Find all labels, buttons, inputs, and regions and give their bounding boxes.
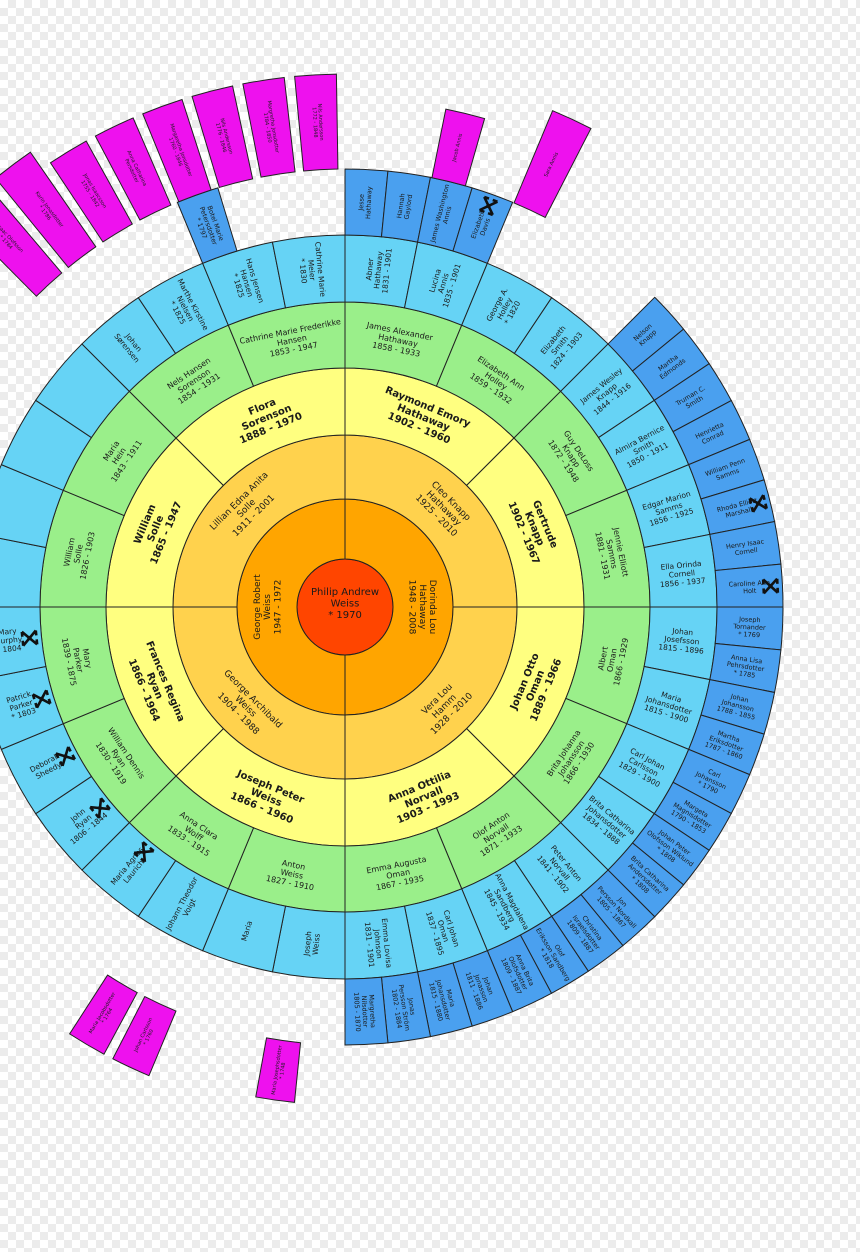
ribbon-icon bbox=[748, 494, 768, 513]
ancestor-name: Nilsdotter bbox=[360, 995, 370, 1027]
ancestor-name: * 1748 bbox=[279, 1062, 287, 1080]
ancestor-name: 1772 - 1848 bbox=[311, 107, 319, 138]
ancestor-segment bbox=[0, 151, 97, 269]
ancestor-dates: 1815 - 1896 bbox=[658, 642, 705, 655]
ancestor-name: Meier bbox=[306, 259, 317, 282]
ancestor-name: Weiss bbox=[311, 933, 322, 955]
ribbon-icons bbox=[20, 195, 780, 863]
ancestor-dates: 1856 - 1937 bbox=[660, 576, 707, 589]
ribbon-icon bbox=[31, 689, 52, 709]
ancestor-dates: * 1769 bbox=[738, 630, 760, 639]
ancestor-name: Hathaway bbox=[372, 250, 385, 289]
ancestor-name: Gaylord bbox=[403, 194, 415, 220]
ancestor-dates: * 1830 bbox=[297, 258, 308, 284]
ancestor-name: Philip Andrew bbox=[311, 587, 379, 598]
ancestor-name: Hathaway bbox=[364, 186, 374, 219]
ribbon-icon bbox=[54, 746, 77, 767]
ancestor-name: Margretha bbox=[367, 994, 377, 1028]
ancestor-name: Joseph bbox=[738, 615, 761, 624]
ancestor-name: Hathaway bbox=[417, 584, 427, 630]
ancestor-name: Weiss bbox=[263, 594, 273, 620]
ancestor-name: Hannah bbox=[395, 193, 407, 219]
ancestor-name: Johan bbox=[671, 626, 694, 637]
ribbon-icon bbox=[20, 629, 39, 647]
ancestor-rings bbox=[0, 73, 784, 1103]
ancestor-name: Josefsson bbox=[663, 634, 700, 647]
ancestor-name: Weiss bbox=[331, 599, 360, 610]
ancestor-dates: 1805 - 1870 bbox=[352, 992, 362, 1032]
ancestor-name: Joseph bbox=[302, 930, 314, 957]
ancestor-segment bbox=[0, 199, 63, 297]
ancestor-name: Holt bbox=[743, 587, 757, 596]
ancestor-segment bbox=[271, 234, 346, 309]
ancestor-segment bbox=[452, 187, 514, 264]
ancestor-name: Tornander bbox=[732, 622, 766, 632]
ancestor-dates: * 1804 bbox=[0, 643, 22, 654]
ancestor-name: Weiss bbox=[280, 867, 304, 880]
ancestor-name: Ella Orinda bbox=[660, 559, 702, 572]
ancestor-name: Jesse bbox=[357, 194, 366, 212]
ancestor-segment bbox=[142, 98, 212, 203]
ancestor-dates: 1831 - 1901 bbox=[363, 922, 376, 969]
ancestor-segment bbox=[49, 140, 133, 243]
ancestor-name: Mary bbox=[0, 626, 18, 637]
ancestor-name: Johnson bbox=[372, 928, 384, 960]
ancestor-dates: * 1785 bbox=[733, 669, 756, 680]
ancestor-name: George Robert bbox=[253, 574, 263, 640]
ribbon-icon bbox=[761, 577, 780, 595]
ancestor-dates: 1948 - 2008 bbox=[407, 580, 417, 635]
ancestor-name: Cornell bbox=[668, 568, 695, 580]
ancestor-label: George Robert Weiss 1947 - 1972 bbox=[253, 574, 284, 640]
ancestor-segment bbox=[431, 108, 486, 187]
ancestor-segment bbox=[513, 110, 592, 219]
ancestor-name: Abner bbox=[364, 257, 375, 281]
ancestor-name: 1784 - 1850 bbox=[262, 112, 273, 143]
ancestor-name: Cornell bbox=[734, 546, 758, 557]
ancestor-name: Dorinda Lou bbox=[427, 580, 437, 635]
ribbon-icon bbox=[478, 195, 499, 217]
ancestor-name: Nils Andersson bbox=[316, 103, 324, 140]
ancestor-segment bbox=[294, 73, 339, 172]
ancestor-name: Caroline Ann bbox=[728, 579, 770, 589]
ancestor-segment bbox=[344, 976, 389, 1046]
ancestor-segment bbox=[112, 995, 177, 1077]
ancestor-segment bbox=[255, 1037, 302, 1103]
ancestor-segment bbox=[191, 85, 254, 189]
ancestor-dates: 1831 - 1901 bbox=[380, 248, 393, 295]
ancestor-segment bbox=[68, 974, 138, 1055]
ribbon-icon bbox=[133, 841, 155, 863]
ribbon-icon bbox=[89, 797, 111, 819]
ancestor-dates: 1947 - 1972 bbox=[274, 580, 284, 635]
ancestor-dates: * 1970 bbox=[328, 610, 362, 621]
ancestor-name: Mary bbox=[81, 648, 94, 669]
ancestor-name: Murphy bbox=[0, 634, 23, 646]
ancestor-name: Solle bbox=[72, 544, 85, 565]
ancestor-name: Jonas bbox=[406, 996, 417, 1016]
ancestor-segment bbox=[94, 117, 172, 221]
ancestor-segment bbox=[242, 76, 296, 178]
